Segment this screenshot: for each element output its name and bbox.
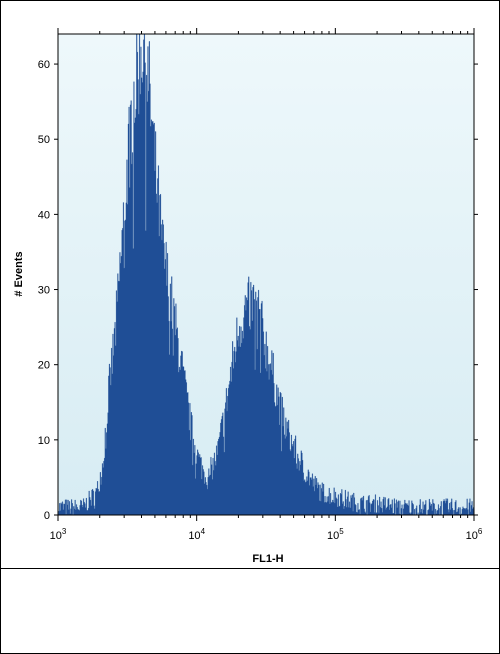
x-tick-label: 105 xyxy=(327,527,344,542)
histogram-bars xyxy=(58,34,474,515)
histogram-series xyxy=(58,34,474,515)
y-tick-label: 10 xyxy=(38,435,50,447)
x-tick-label: 106 xyxy=(466,527,483,542)
x-axis-label: FL1-H xyxy=(252,553,283,565)
y-tick-label: 30 xyxy=(38,285,50,297)
x-axis: 103 104 105 106 xyxy=(50,28,483,542)
y-tick-label: 0 xyxy=(44,510,50,522)
x-tick-label: 104 xyxy=(188,527,205,542)
y-axis-label: # Events xyxy=(13,251,25,296)
y-tick-label: 50 xyxy=(38,134,50,146)
x-tick-label: 103 xyxy=(50,527,67,542)
y-axis: 0 10 20 30 40 50 60 xyxy=(38,59,478,522)
y-tick-label: 20 xyxy=(38,360,50,372)
y-tick-label: 60 xyxy=(38,59,50,71)
plot-border xyxy=(57,33,475,516)
y-tick-label: 40 xyxy=(38,209,50,221)
frame-divider xyxy=(0,568,500,569)
